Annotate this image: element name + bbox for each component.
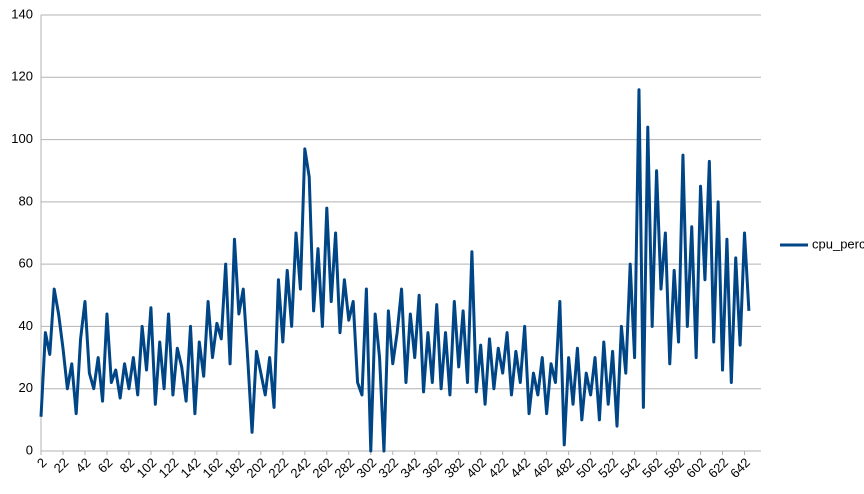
y-tick-label: 0 bbox=[26, 442, 33, 457]
legend-label: cpu_percent bbox=[812, 236, 864, 251]
x-tick-label: 262 bbox=[309, 455, 335, 481]
x-tick-label: 622 bbox=[705, 455, 731, 481]
x-tick-label: 542 bbox=[617, 455, 643, 481]
x-tick-label: 562 bbox=[639, 455, 665, 481]
y-tick-label: 120 bbox=[11, 69, 33, 84]
y-tick-label: 100 bbox=[11, 131, 33, 146]
y-tick-label: 60 bbox=[19, 256, 33, 271]
data-line bbox=[39, 88, 751, 453]
x-tick-label: 62 bbox=[95, 455, 116, 476]
x-tick-label: 482 bbox=[551, 455, 577, 481]
x-tick-label: 122 bbox=[156, 455, 182, 481]
x-tick-label: 202 bbox=[243, 455, 269, 481]
x-tick-label: 362 bbox=[419, 455, 445, 481]
x-tick-label: 282 bbox=[331, 455, 357, 481]
x-tick-label: 322 bbox=[375, 455, 401, 481]
x-tick-label: 162 bbox=[199, 455, 225, 481]
x-tick-label: 222 bbox=[265, 455, 291, 481]
x-tick-label: 442 bbox=[507, 455, 533, 481]
x-tick-label: 102 bbox=[134, 455, 160, 481]
x-tick-label: 2 bbox=[34, 455, 50, 471]
x-tick-label: 22 bbox=[51, 455, 72, 476]
x-tick-label: 42 bbox=[73, 455, 94, 476]
y-tick-label: 20 bbox=[19, 380, 33, 395]
x-tick-label: 462 bbox=[529, 455, 555, 481]
x-tick-label: 602 bbox=[683, 455, 709, 481]
x-tick-label: 402 bbox=[463, 455, 489, 481]
x-tick-label: 242 bbox=[287, 455, 313, 481]
x-tick-label: 422 bbox=[485, 455, 511, 481]
x-tick-label: 642 bbox=[727, 455, 753, 481]
x-tick-label: 182 bbox=[221, 455, 247, 481]
y-tick-label: 80 bbox=[19, 193, 33, 208]
x-tick-label: 342 bbox=[397, 455, 423, 481]
x-tick-label: 142 bbox=[177, 455, 203, 481]
x-tick-label: 82 bbox=[117, 455, 138, 476]
x-tick-label: 302 bbox=[353, 455, 379, 481]
x-tick-label: 582 bbox=[661, 455, 687, 481]
y-tick-label: 40 bbox=[19, 318, 33, 333]
y-tick-label: 140 bbox=[11, 6, 33, 21]
x-tick-label: 522 bbox=[595, 455, 621, 481]
x-tick-label: 382 bbox=[441, 455, 467, 481]
x-tick-label: 502 bbox=[573, 455, 599, 481]
